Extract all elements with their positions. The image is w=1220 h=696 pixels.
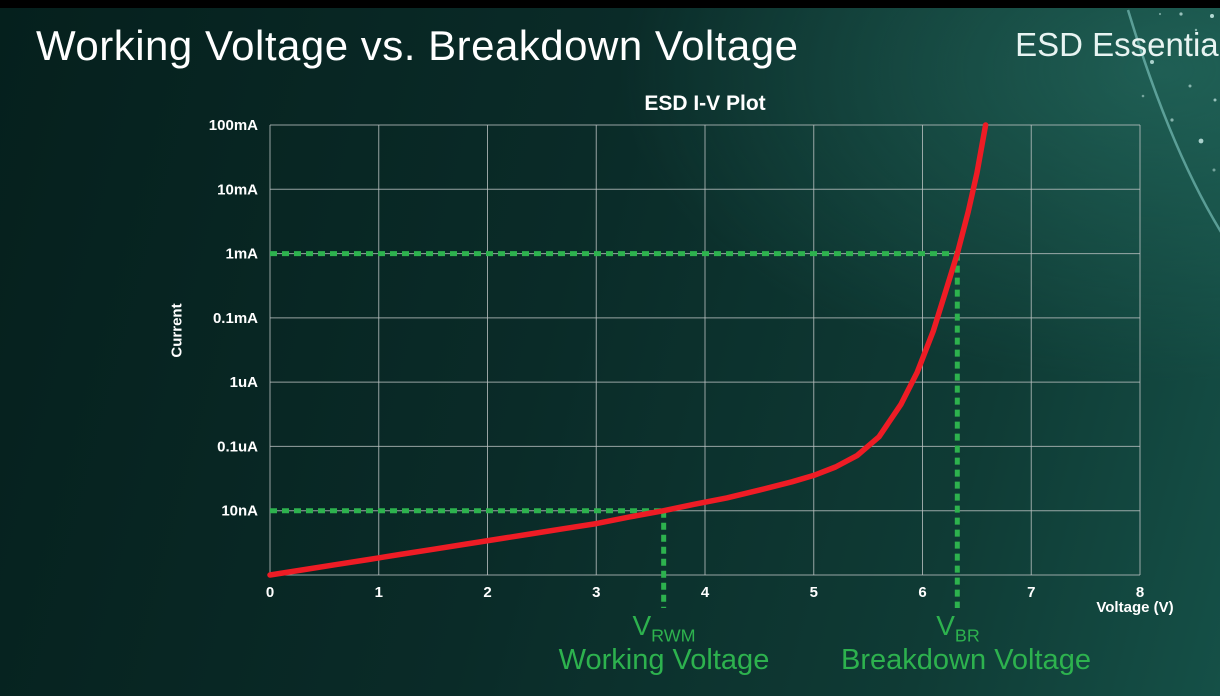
x-tick-label: 4 [701, 584, 710, 601]
y-tick-label: 100mA [209, 117, 258, 134]
y-tick-label: 10nA [221, 503, 258, 520]
vbr-symbol-sub: BR [954, 625, 980, 646]
top-black-bar [0, 0, 1220, 8]
iv-curve [267, 122, 989, 578]
x-tick-label: 7 [1027, 584, 1035, 601]
x-axis-label: Voltage (V) [1096, 599, 1174, 616]
x-tick-label: 2 [483, 584, 491, 601]
x-tick-label: 6 [918, 584, 926, 601]
vbr-symbol: VBR [936, 610, 980, 647]
vrwm-symbol-sub: RWM [651, 625, 696, 646]
y-tick-label: 0.1mA [213, 310, 258, 327]
x-tick-label: 1 [375, 584, 383, 601]
x-tick-label: 3 [592, 584, 600, 601]
x-tick-label: 8 [1136, 584, 1144, 601]
vrwm-caption: Working Voltage [558, 644, 770, 676]
vbr-symbol-main: V [936, 610, 955, 641]
vrwm-symbol-main: V [632, 610, 652, 641]
vbr-caption: Breakdown Voltage [841, 644, 1091, 676]
vrwm-symbol: VRWM [632, 610, 695, 647]
page-title: Working Voltage vs. Breakdown Voltage [36, 22, 799, 69]
y-tick-label: 1uA [230, 374, 259, 391]
y-tick-label: 10mA [217, 181, 258, 198]
x-tick-label: 5 [810, 584, 818, 601]
y-tick-label: 1mA [225, 246, 258, 263]
y-tick-label: 0.1uA [217, 438, 258, 455]
x-tick-label: 0 [266, 584, 274, 601]
brand-text: ESD Essential [1015, 26, 1220, 63]
chart-title: ESD I-V Plot [644, 92, 766, 115]
